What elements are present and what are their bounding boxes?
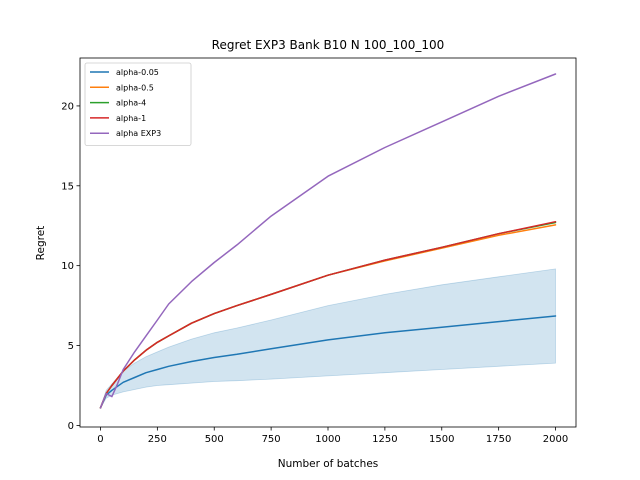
axes-layer: 0 250 500 750 1000 1250 1500 1750 2000 0 5 10 15 20 <box>61 57 577 445</box>
series-line-alpha-0-05 <box>99 315 557 409</box>
series-line-alpha-1 <box>99 220 557 409</box>
y-tick-label: 10 <box>61 261 74 272</box>
x-tick-label: 250 <box>148 434 167 445</box>
legend-label-alpha-0-05: alpha-0.05 <box>116 68 159 77</box>
x-tick-label: 1250 <box>372 434 397 445</box>
legend-label-alpha-1: alpha-1 <box>116 114 146 123</box>
chart-title: Regret EXP3 Bank B10 N 100_100_100 <box>212 38 445 52</box>
x-tick-label: 1750 <box>486 434 511 445</box>
y-tick-label: 20 <box>61 101 74 112</box>
y-tick-label: 15 <box>61 181 74 192</box>
x-tick-label: 1500 <box>429 434 454 445</box>
legend-label-alpha-0-5: alpha-0.5 <box>116 83 154 92</box>
y-tick-label: 5 <box>68 341 74 352</box>
x-tick-label: 2000 <box>543 434 568 445</box>
series-line-alpha-exp3 <box>99 73 557 409</box>
series-layer <box>99 73 557 409</box>
x-tick-label: 1000 <box>315 434 340 445</box>
x-tick-label: 500 <box>205 434 224 445</box>
legend-label-alpha-exp3: alpha EXP3 <box>116 129 161 138</box>
x-tick-label: 0 <box>97 434 103 445</box>
legend: alpha-0.05 alpha-0.5 alpha-4 alpha-1 alpha E… <box>84 62 192 146</box>
legend-label-alpha-4: alpha-4 <box>116 99 146 108</box>
x-axis-label: Number of batches <box>278 458 379 470</box>
x-tick-label: 750 <box>262 434 281 445</box>
y-axis-label: Regret <box>35 226 47 261</box>
legend-box <box>84 62 192 146</box>
y-tick-label: 0 <box>68 421 74 432</box>
